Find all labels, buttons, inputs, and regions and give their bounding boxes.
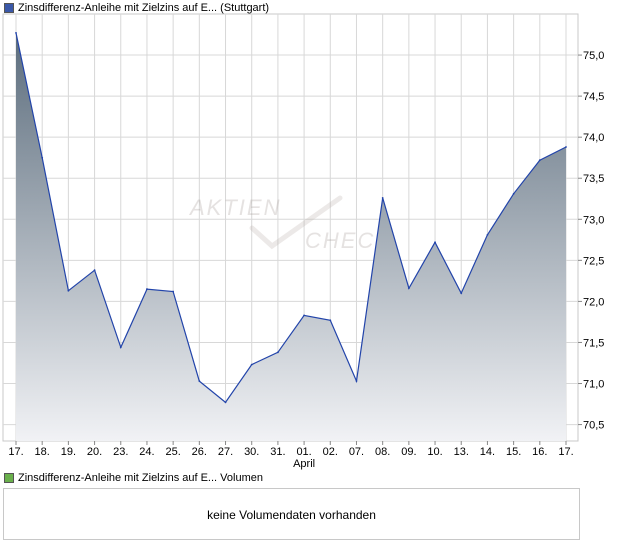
y-tick-label: 74,5 bbox=[583, 91, 604, 103]
price-point bbox=[538, 159, 541, 162]
price-point bbox=[565, 146, 567, 148]
x-tick-label: 10. bbox=[427, 446, 442, 458]
price-point bbox=[486, 233, 489, 236]
x-tick-label: 24. bbox=[139, 446, 154, 458]
x-tick-label: 23. bbox=[113, 446, 128, 458]
y-tick-label: 74,0 bbox=[583, 132, 604, 144]
price-points bbox=[15, 31, 567, 404]
x-tick-label: 26. bbox=[192, 446, 207, 458]
price-point bbox=[146, 288, 148, 290]
y-tick-label: 73,0 bbox=[583, 214, 604, 226]
no-volume-message: keine Volumendaten vorhanden bbox=[207, 508, 376, 522]
price-point bbox=[381, 197, 384, 199]
x-tick-label: 25. bbox=[165, 446, 180, 458]
x-tick-label: 18. bbox=[35, 446, 50, 458]
watermark-aktien: AKTIEN bbox=[188, 195, 281, 220]
price-legend-swatch bbox=[4, 3, 14, 13]
price-point bbox=[15, 31, 17, 34]
price-area bbox=[16, 32, 566, 442]
y-tick-label: 72,0 bbox=[583, 296, 604, 308]
x-tick-label: 09. bbox=[401, 446, 416, 458]
y-axis: 70,5 71,0 71,5 72,0 72,5 73,0 73,5 74,0 74,5 75,0 bbox=[578, 50, 604, 432]
x-tick-label: 08. bbox=[375, 446, 390, 458]
volume-legend-swatch bbox=[4, 473, 14, 483]
x-tick-label: 16. bbox=[532, 446, 547, 458]
price-point bbox=[224, 401, 227, 404]
x-tick-label: 14. bbox=[480, 446, 495, 458]
watermark: AKTIEN CHECK bbox=[188, 195, 390, 253]
price-point bbox=[434, 241, 436, 244]
price-point bbox=[329, 319, 332, 322]
volume-panel: keine Volumendaten vorhanden bbox=[3, 488, 580, 540]
month-label: April bbox=[293, 458, 315, 470]
price-point bbox=[512, 192, 515, 195]
x-tick-label: 17. bbox=[8, 446, 23, 458]
y-tick-label: 71,0 bbox=[583, 379, 604, 391]
price-point bbox=[250, 363, 253, 366]
price-point bbox=[41, 156, 44, 159]
price-point bbox=[172, 290, 175, 293]
x-tick-label: 27. bbox=[218, 446, 233, 458]
x-tick-label: 15. bbox=[506, 446, 521, 458]
x-tick-label: 20. bbox=[87, 446, 102, 458]
x-tick-label: 02. bbox=[323, 446, 338, 458]
price-line bbox=[15, 32, 567, 404]
price-point bbox=[355, 380, 358, 382]
watermark-checkmark bbox=[249, 195, 343, 250]
x-tick-label: 07. bbox=[349, 446, 364, 458]
x-tick-label: 19. bbox=[61, 446, 76, 458]
volume-legend: Zinsdifferenz-Anleihe mit Zielzins auf E… bbox=[4, 472, 263, 484]
y-tick-label: 72,5 bbox=[583, 255, 604, 267]
y-tick-label: 73,5 bbox=[583, 173, 604, 185]
price-point bbox=[198, 380, 201, 382]
x-tick-label: 30. bbox=[244, 446, 259, 458]
price-point bbox=[407, 287, 410, 290]
price-point bbox=[460, 292, 463, 295]
price-point bbox=[67, 289, 70, 292]
volume-legend-label: Zinsdifferenz-Anleihe mit Zielzins auf E… bbox=[18, 472, 263, 484]
price-legend-label: Zinsdifferenz-Anleihe mit Zielzins auf E… bbox=[18, 2, 270, 14]
price-chart: AKTIEN CHECK 70,5 71,0 71,5 72,0 72,5 73,0 73,… bbox=[2, 13, 604, 470]
x-tick-label: 01. bbox=[296, 446, 311, 458]
price-legend: Zinsdifferenz-Anleihe mit Zielzins auf E… bbox=[4, 2, 269, 14]
x-tick-label: 17. bbox=[558, 446, 573, 458]
x-tick-label: 13. bbox=[454, 446, 469, 458]
x-tick-label: 31. bbox=[270, 446, 285, 458]
x-axis: 17. 18. 19. 20. 23. 24. 25. 26. 27. 30. 31. 01. 02. 0… bbox=[8, 441, 574, 458]
price-point bbox=[303, 314, 305, 317]
price-point bbox=[93, 269, 96, 272]
price-point bbox=[277, 351, 279, 354]
y-tick-label: 71,5 bbox=[583, 337, 604, 349]
price-point bbox=[119, 346, 122, 349]
y-tick-label: 75,0 bbox=[583, 50, 604, 62]
y-tick-label: 70,5 bbox=[583, 420, 604, 432]
